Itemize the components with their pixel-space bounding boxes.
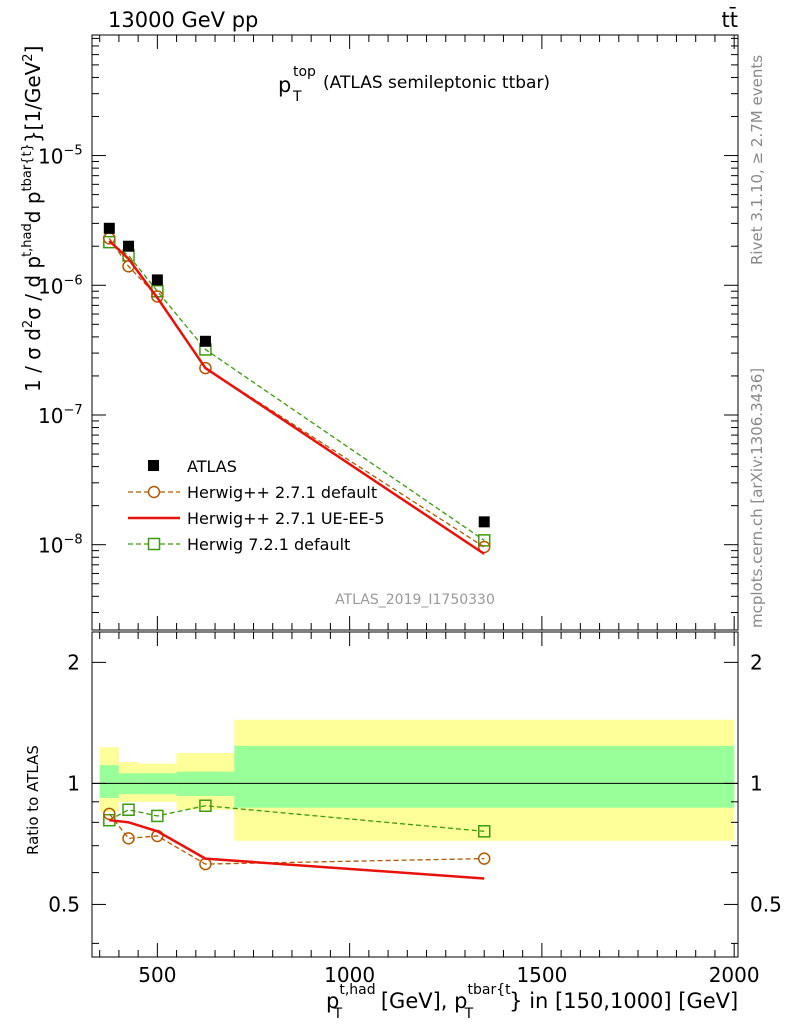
main-plot-frame (91, 34, 739, 631)
ratio-plot-layer: 500 1000 1500 2000 0.5 0.5 1 1 2 2 (48, 650, 782, 987)
main-atlas-point (123, 240, 135, 252)
main-y-tick-label: 10−5 (38, 144, 83, 169)
main-y-axis-label: 1 / σ d2σ / d pt,hadd ptbar{t}}[1/GeV2] (20, 46, 45, 392)
ratio-herwig-7-2-1-default-point (151, 809, 164, 823)
ratio-y-tick-label-left: 0.5 (48, 892, 80, 916)
legend-label: Herwig 7.2.1 default (187, 535, 350, 554)
main-herwig-7-2-1-default-point (477, 534, 491, 547)
legend-marker (148, 460, 159, 471)
legend-marker (147, 485, 161, 499)
ratio-inner-band (99, 765, 119, 798)
ratio-herwig-7-2-1-default-line (108, 805, 485, 832)
legend-marker (147, 537, 161, 551)
main-y-tick-label: 10−7 (38, 403, 83, 428)
rivet-label: Rivet 3.1.10, ≥ 2.7M events (748, 55, 766, 265)
legend-label: Herwig++ 2.7.1 UE-EE-5 (187, 509, 385, 528)
ratio-herwig-2-7-1-default-point (103, 807, 116, 821)
plot-title: p top T (ATLAS semileptonic ttbar) (278, 64, 550, 105)
x-tick-label: 1000 (324, 963, 375, 987)
ratio-y-axis-label: Ratio to ATLAS (24, 745, 42, 855)
x-tick-label: 2000 (709, 963, 760, 987)
main-y-tick-label: 10−8 (38, 533, 83, 558)
ratio-y-tick-label-left: 1 (67, 771, 80, 795)
title-rest: (ATLAS semileptonic ttbar) (323, 73, 550, 93)
legend-item-herwig-2-7-1-ue-ee-5: Herwig++ 2.7.1 UE-EE-5 (128, 509, 385, 528)
x-tick-label: 1500 (516, 963, 567, 987)
x-tick-label: 500 (138, 963, 176, 987)
main-atlas-point (151, 274, 163, 286)
main-herwig-2-7-1-default-point (199, 361, 212, 375)
ratio-inner-band (234, 745, 735, 808)
analysis-id: ATLAS_2019_I1750330 (335, 592, 495, 608)
title-main: p (278, 73, 291, 97)
main-atlas-point (478, 516, 490, 528)
process-label: tt̄ (722, 7, 738, 32)
ratio-y-tick-label-right: 2 (750, 650, 763, 674)
main-herwig-7-2-1-default-line (108, 241, 485, 541)
legend-label: Herwig++ 2.7.1 default (187, 483, 377, 502)
ratio-plot-frame (91, 631, 739, 958)
ratio-herwig-2-7-1-default-line (108, 813, 485, 865)
ratio-herwig-2-7-1-ue-ee-5-line (109, 818, 485, 880)
main-atlas-point (103, 222, 115, 234)
legend-item-herwig-7-2-1-default: Herwig 7.2.1 default (128, 535, 350, 554)
main-plot-layer: 10−5 10−6 10−7 10−8 (38, 35, 738, 957)
legend-item-herwig-2-7-1-default: Herwig++ 2.7.1 default (128, 483, 377, 502)
main-y-tick-label: 10−6 (38, 273, 83, 298)
ratio-herwig-7-2-1-default-point (477, 825, 491, 838)
main-atlas-point (199, 335, 211, 347)
legend: ATLAS Herwig++ 2.7.1 default Herwig++ 2.7.… (128, 457, 385, 554)
ratio-y-tick-label-right: 1 (750, 771, 763, 795)
ratio-y-tick-label-right: 0.5 (750, 892, 782, 916)
legend-label: ATLAS (187, 457, 237, 476)
x-axis-label: pt,had T [GeV], ptbar{t T} in [150,1000] [… (326, 982, 738, 1022)
main-herwig-7-2-1-default-point (103, 235, 116, 249)
svg-text:1 / σ d2σ / d pt,hadd ptbar{t}: 1 / σ d2σ / d pt,hadd ptbar{t}}[1/GeV2] (20, 46, 45, 392)
ratio-herwig-7-2-1-default-point (199, 799, 212, 812)
legend-item-atlas: ATLAS (148, 457, 237, 476)
title-sub: T (292, 89, 302, 105)
ratio-herwig-7-2-1-default-point (122, 803, 135, 816)
ratio-y-tick-label-left: 2 (67, 650, 80, 674)
ratio-herwig-2-7-1-default-point (122, 832, 135, 845)
title-sup: top (293, 64, 316, 80)
ratio-herwig-2-7-1-default-point (477, 852, 491, 865)
main-herwig-2-7-1-ue-ee-5-line (108, 239, 485, 555)
energy-label: 13000 GeV pp (108, 8, 258, 32)
main-herwig-2-7-1-default-point (151, 290, 164, 303)
mcplots-label: mcplots.cern.ch [arXiv:1306.3436] (748, 368, 766, 628)
